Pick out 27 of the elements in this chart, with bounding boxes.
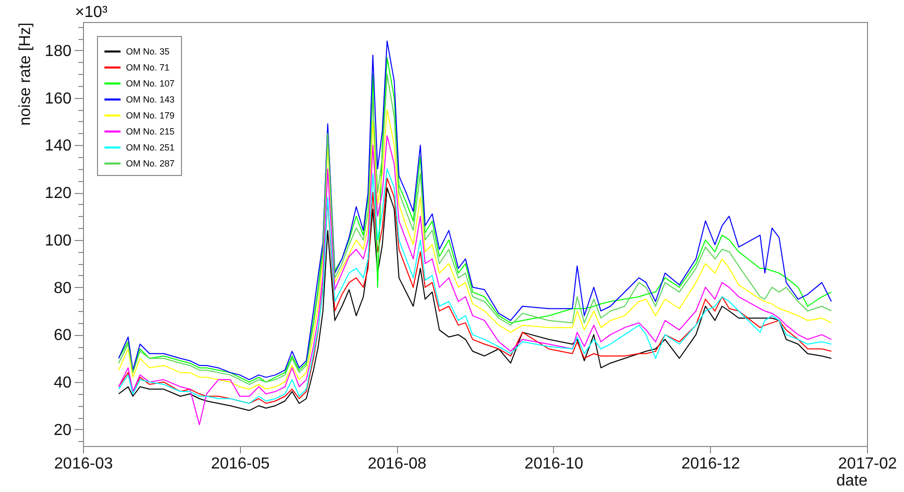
x-tick-label: 2016-12 [681, 456, 740, 472]
y-tick-label: 20 [54, 422, 72, 439]
y-tick-label: 80 [54, 280, 72, 297]
legend-label: OM No. 287 [126, 158, 175, 168]
line-series [118, 135, 832, 426]
y-tick-label: 140 [44, 138, 72, 155]
x-tick-label: 2016-08 [368, 456, 427, 472]
y-tick-label: 160 [44, 90, 72, 108]
x-tick-label: 2016-05 [210, 456, 270, 472]
legend-label: OM No. 215 [126, 126, 175, 136]
legend-label: OM No. 143 [126, 94, 175, 104]
legend-label: OM No. 179 [126, 110, 175, 120]
y-tick-label: 40 [54, 374, 72, 392]
text: ×10³ [75, 4, 108, 21]
x-axis-title: date [836, 472, 868, 490]
x-tick-label: 2016-10 [524, 456, 584, 472]
x-tick-label: 2016-03 [54, 456, 113, 472]
legend-label: OM No. 107 [126, 78, 175, 88]
y-tick-label: 100 [44, 232, 72, 250]
legend-label: OM No. 71 [126, 62, 170, 72]
x-tick-label: 2017-02 [838, 456, 897, 472]
y-tick-label: 60 [54, 327, 72, 344]
legend-label: OM No. 35 [126, 46, 170, 56]
y-tick-label: 180 [44, 42, 72, 60]
legend-label: OM No. 251 [126, 142, 175, 152]
y-axis-title: noise rate [Hz] [16, 22, 34, 126]
y-tick-label: 120 [44, 185, 72, 202]
